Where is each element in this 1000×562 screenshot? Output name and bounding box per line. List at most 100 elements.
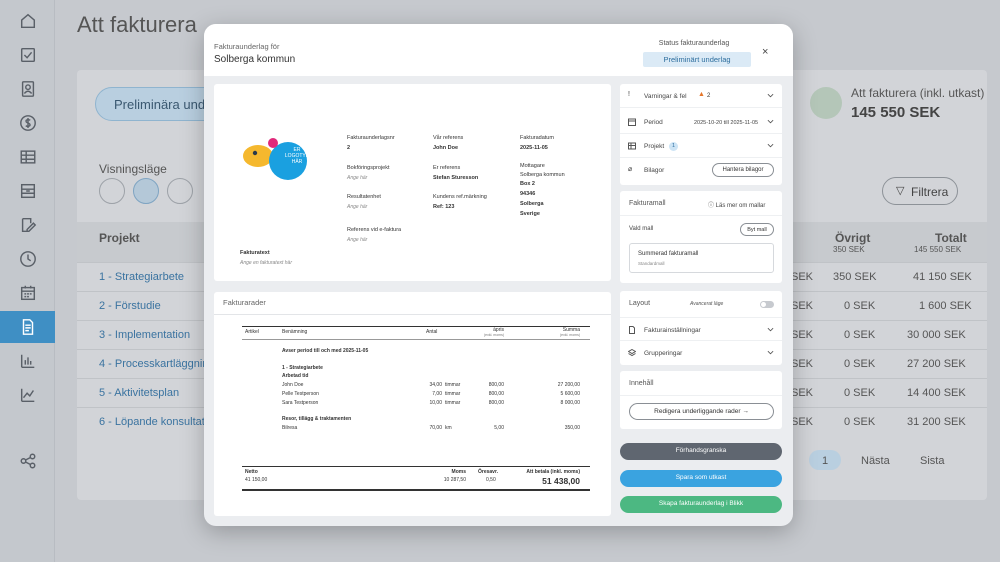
th-sum: Summa <box>562 327 580 333</box>
our-ref: John Doe <box>433 145 459 151</box>
attachments-row: ⌀ Bilagor Hantera bilagor <box>620 158 782 182</box>
nav-tasks[interactable] <box>0 40 55 70</box>
invoice-text-input[interactable]: Ange en fakturatext här <box>240 260 292 266</box>
invoice-no: 2 <box>347 145 351 151</box>
groupings-label: Grupperingar <box>644 350 683 357</box>
line-sum: 8 000,00 <box>560 400 580 406</box>
recipient-line: Solberga <box>520 201 544 207</box>
project-link[interactable]: 3 - Implementation <box>99 329 191 341</box>
calendar-icon <box>20 285 35 301</box>
invoice-document-preview: ER LOGOTYP HÄR Fakturaunderlagsnr 2 Bokför… <box>214 84 611 281</box>
table-bottom-rule <box>242 489 590 491</box>
view-table-button[interactable] <box>133 178 159 204</box>
save-draft-button[interactable]: Spara som utkast <box>620 470 782 487</box>
contacts-icon <box>21 81 34 97</box>
content-panel: Innehåll Redigera underliggande rader → <box>620 371 782 429</box>
arrow-right-icon: → <box>742 408 749 415</box>
view-contacts-button[interactable] <box>99 178 125 204</box>
nav-invoicing[interactable] <box>0 311 55 343</box>
warnings-label: Varningar & fel <box>644 93 687 100</box>
project-link[interactable]: 6 - Löpande konsultation <box>99 416 220 428</box>
filter-label: Filtrera <box>911 185 949 199</box>
col-other: Övrigt <box>835 231 871 245</box>
customer-ref-label: Kundens ref.märkning <box>433 194 487 200</box>
cell-total: 14 400 SEK <box>907 387 966 399</box>
col-total-sum: 145 550 SEK <box>914 245 962 254</box>
booking-label: Bokföringsprojekt <box>347 165 390 171</box>
chosen-template-label: Vald mall <box>629 226 654 232</box>
topay-value: 51 438,00 <box>542 476 580 486</box>
switch-template-button[interactable]: Byt mall <box>740 223 774 236</box>
our-ref-label: Vår referens <box>433 135 464 141</box>
project-link[interactable]: 1 - Strategiarbete <box>99 271 184 283</box>
warnings-row[interactable]: ! Varningar & fel ▲ 2 <box>620 84 782 108</box>
cell-total: 1 600 SEK <box>919 300 972 312</box>
efaktura-ref-input[interactable]: Ange här <box>347 237 368 243</box>
chevron-down-icon <box>767 119 774 124</box>
filter-button[interactable]: ▽ Filtrera <box>882 177 958 205</box>
groupings-row[interactable]: Grupperingar <box>620 341 782 365</box>
nav-table[interactable] <box>0 142 55 172</box>
side-navigation <box>0 0 55 562</box>
layers-icon <box>628 349 636 357</box>
page-current[interactable]: 1 <box>809 450 841 470</box>
chevron-down-icon <box>767 350 774 355</box>
layout-title: Layout <box>629 300 651 307</box>
cell-other: 350 SEK <box>833 271 877 283</box>
table-icon <box>628 142 636 150</box>
edit-underlying-rows-button[interactable]: Redigera underliggande rader → <box>629 403 774 420</box>
project-link[interactable]: 4 - Processkartläggning <box>99 358 215 370</box>
booking-input[interactable]: Ange här <box>347 175 368 181</box>
modal-subtitle: Fakturaunderlag för <box>214 42 280 51</box>
nav-reports[interactable] <box>0 346 55 376</box>
settings-panel: ! Varningar & fel ▲ 2 Period 2025-10-20 … <box>620 84 782 185</box>
nav-finance[interactable] <box>0 108 55 138</box>
line-price: 800,00 <box>488 400 504 406</box>
page-last[interactable]: Sista <box>920 455 945 467</box>
project-row[interactable]: Projekt 1 <box>620 134 782 158</box>
document-icon <box>629 326 635 334</box>
manage-attachments-button[interactable]: Hantera bilagor <box>712 163 774 177</box>
read-more-link[interactable]: ⓘ Läs mer om mallar <box>708 200 765 209</box>
view-mode-label: Visningsläge <box>99 162 167 176</box>
template-select[interactable]: Summerad fakturamall Standardmall <box>629 243 774 273</box>
preview-button[interactable]: Förhandsgranska <box>620 443 782 460</box>
rows-title: Fakturarader <box>223 298 266 307</box>
nav-home[interactable] <box>0 6 55 36</box>
view-briefcase-button[interactable] <box>167 178 193 204</box>
line-sum: 27 200,00 <box>557 382 580 388</box>
subgroup-row: Arbetad tid <box>282 373 309 379</box>
home-icon <box>20 13 35 29</box>
nav-share[interactable] <box>0 446 55 476</box>
page-next[interactable]: Nästa <box>861 455 890 467</box>
nav-analytics[interactable] <box>0 380 55 410</box>
project-link[interactable]: 2 - Förstudie <box>99 300 161 312</box>
warning-icon: ▲ <box>698 91 705 98</box>
result-unit-input[interactable]: Ange här <box>347 204 368 210</box>
period-row[interactable]: Period 2025-10-20 till 2025-11-05 <box>620 110 782 134</box>
advanced-mode-toggle[interactable] <box>760 301 774 308</box>
invoice-modal: Fakturaunderlag för Solberga kommun Stat… <box>204 24 793 526</box>
logo-text: ER LOGOTYP HÄR <box>284 147 310 165</box>
project-count-badge: 1 <box>669 142 678 151</box>
recipient-label: Mottagare <box>520 163 545 169</box>
template-sub: Standardmall <box>638 261 665 266</box>
nav-contacts[interactable] <box>0 74 55 104</box>
document-icon <box>22 319 33 335</box>
period-label: Period <box>644 119 663 126</box>
project-label: Projekt <box>644 143 665 150</box>
project-link[interactable]: 5 - Aktivitetsplan <box>99 387 180 399</box>
nav-calendar[interactable] <box>0 278 55 308</box>
th-name: Benämning <box>282 329 308 335</box>
invoice-settings-row[interactable]: Fakturainställningar <box>620 317 782 341</box>
layout-panel: Layout Avancerat läge Fakturainställning… <box>620 291 782 365</box>
th-qty: Antal <box>426 329 438 335</box>
template-name: Summerad fakturamall <box>638 251 699 257</box>
nav-time[interactable] <box>0 244 55 274</box>
chevron-down-icon <box>767 327 774 332</box>
invoice-text-label: Fakturatext <box>240 250 270 256</box>
create-invoice-button[interactable]: Skapa fakturaunderlag i Blikk <box>620 496 782 513</box>
nav-edit[interactable] <box>0 210 55 240</box>
close-icon[interactable]: × <box>762 46 769 58</box>
nav-archive[interactable] <box>0 176 55 206</box>
